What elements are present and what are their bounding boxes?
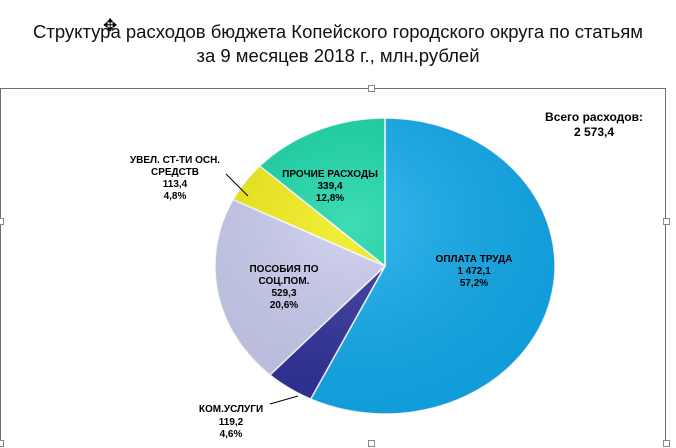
slice-value-uvel: 113,4 [163,179,188,190]
slice-label-posobiya: ПОСОБИЯ ПО СОЦ.ПОМ. 529,3 20,6% [249,264,318,311]
resize-handle-right[interactable] [663,218,670,225]
slice-percent-oplata: 57,2% [460,278,488,289]
chart-frame[interactable] [0,88,666,442]
resize-handle-bottom-left[interactable] [0,440,4,447]
slice-value-prochie: 339,4 [317,181,342,192]
total-label: Всего расходов: [545,110,643,124]
resize-handle-bottom[interactable] [368,440,375,447]
slice-percent-uvel: 4,8% [164,191,187,202]
slice-name-uvel-2: СРЕДСТВ [151,167,199,178]
slice-percent-prochie: 12,8% [316,193,344,204]
resize-handle-top[interactable] [368,85,375,92]
slice-name-oplata: ОПЛАТА ТРУДА [436,254,513,265]
slice-name-prochie: ПРОЧИЕ РАСХОДЫ [282,169,378,180]
resize-handle-left[interactable] [0,218,4,225]
slice-label-oplata: ОПЛАТА ТРУДА 1 472,1 57,2% [436,254,513,289]
slice-label-kom: КОМ.УСЛУГИ 119,2 4,6% [199,404,263,440]
slice-name-posobiya-1: ПОСОБИЯ ПО [249,264,318,275]
resize-handle-bottom-right[interactable] [663,440,670,447]
slice-value-kom: 119,2 [219,417,244,428]
slice-value-posobiya: 529,3 [271,288,296,299]
move-cursor-icon: ✥ [103,16,118,35]
slice-name-kom: КОМ.УСЛУГИ [199,404,263,415]
chart-title: Структура расходов бюджета Копейского го… [0,20,676,68]
slice-label-uvel: УВЕЛ. СТ-ТИ ОСН. СРЕДСТВ 113,4 4,8% [130,155,220,202]
slice-percent-kom: 4,6% [220,429,243,440]
total-value: 2 573,4 [574,125,614,139]
slice-name-posobiya-2: СОЦ.ПОМ. [259,276,310,287]
leader-line-kom [269,395,299,405]
slice-name-uvel-1: УВЕЛ. СТ-ТИ ОСН. [130,155,220,166]
slice-percent-posobiya: 20,6% [270,300,298,311]
chart-title-line-2: за 9 месяцев 2018 г., млн.рублей [196,45,480,66]
leader-line-uvel [225,173,249,197]
slice-value-oplata: 1 472,1 [457,266,491,277]
chart-title-line-1: Структура расходов бюджета Копейского го… [32,21,643,42]
slice-label-prochie: ПРОЧИЕ РАСХОДЫ 339,4 12,8% [282,169,378,204]
